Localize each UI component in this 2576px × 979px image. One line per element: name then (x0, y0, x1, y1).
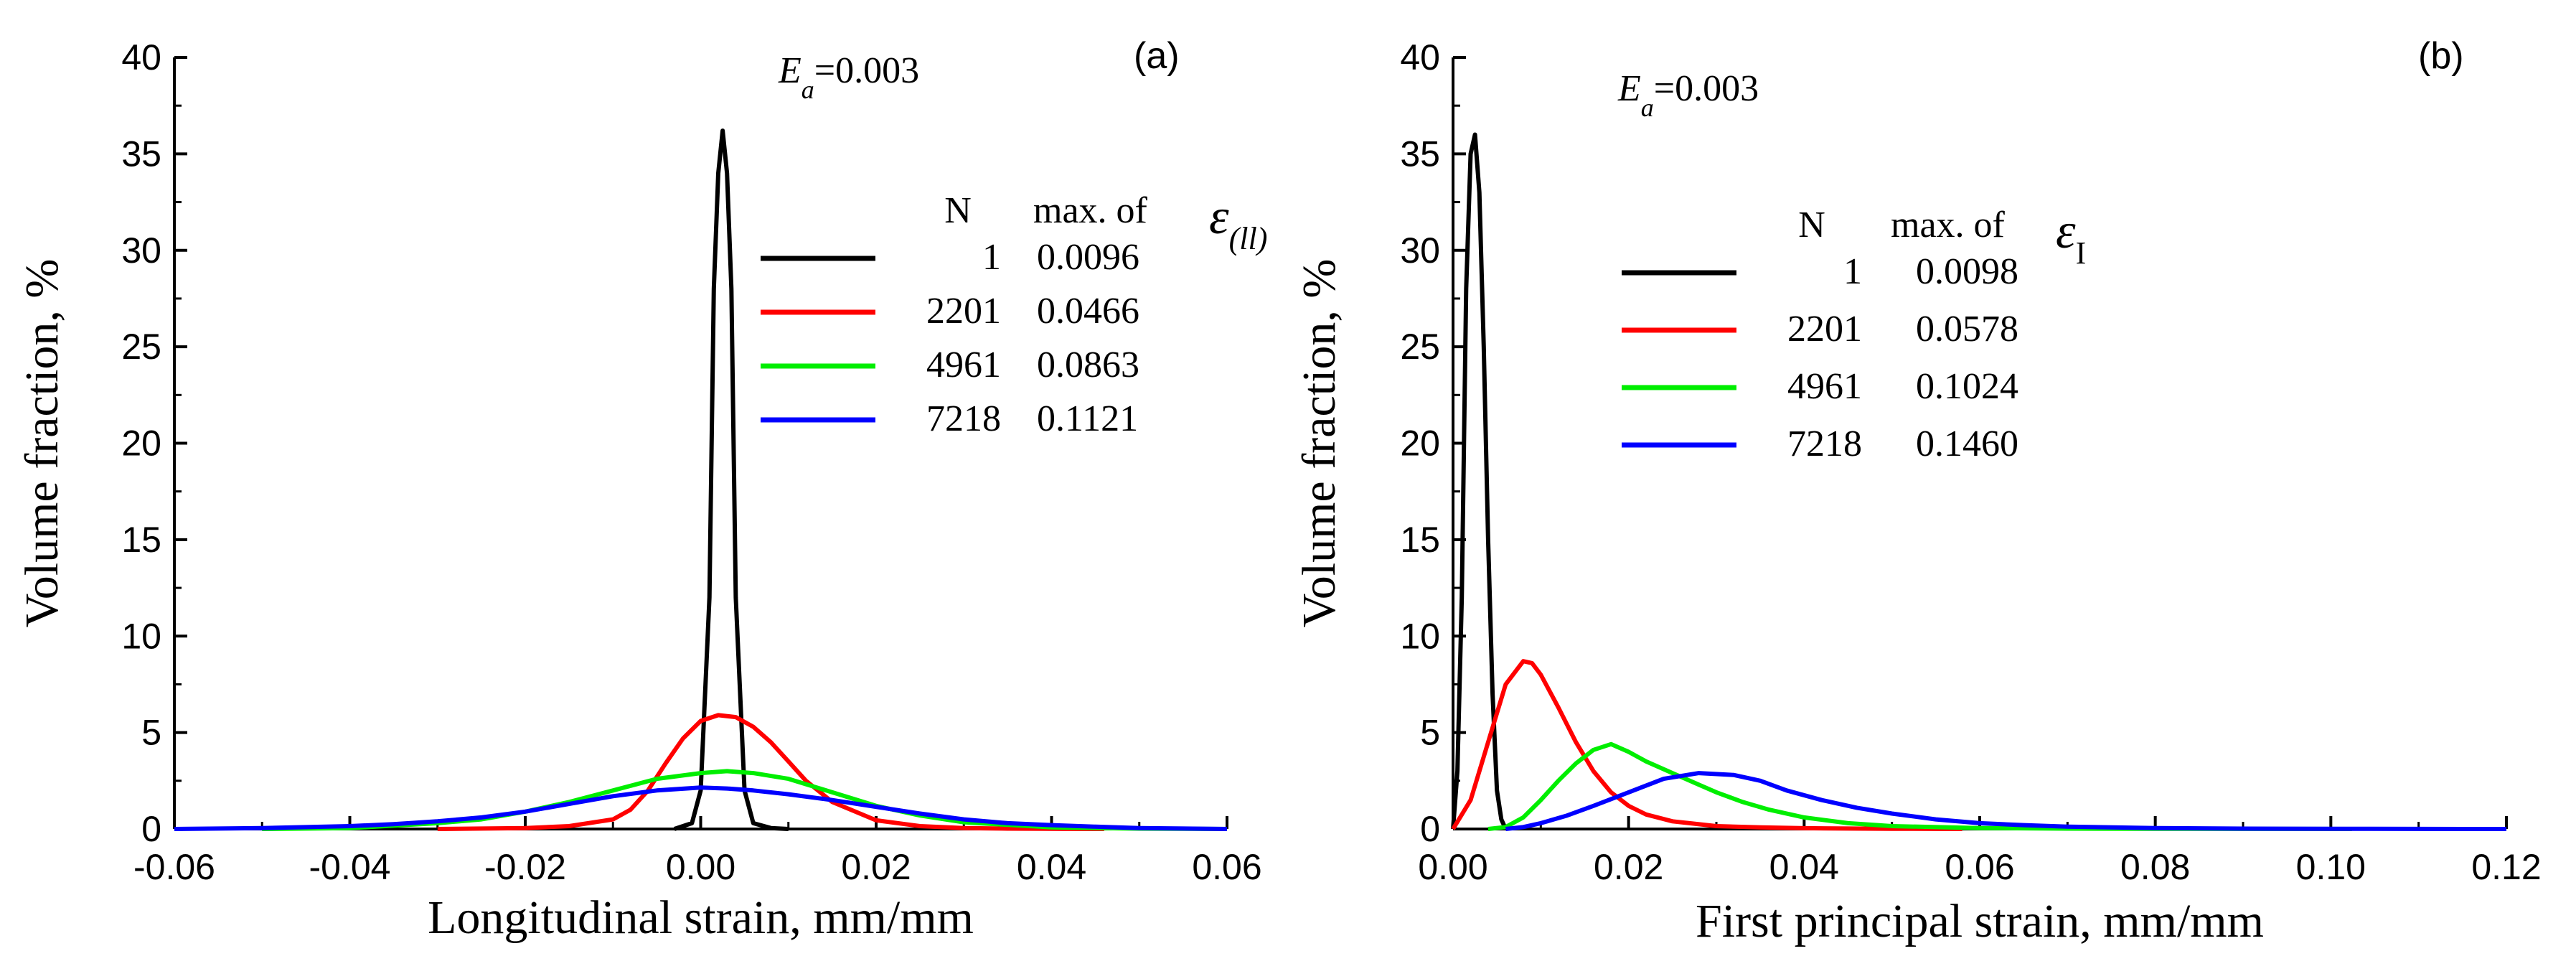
epsilon-symbol: ε (1209, 189, 1229, 245)
legend-header-epsilon: ε(ll) (1209, 189, 1267, 256)
y-tick-label: 25 (1400, 327, 1440, 367)
x-tick-label: 0.06 (1945, 847, 2014, 887)
legend-n-7218: 7218 (1787, 423, 1862, 464)
x-axis-title: First principal strain, mm/mm (1696, 895, 2264, 947)
x-tick-label: -0.02 (484, 847, 566, 887)
y-tick-label: 15 (121, 520, 161, 560)
y-tick-label: 35 (121, 134, 161, 174)
epsilon-symbol: ε (2056, 204, 2076, 259)
series-line-1 (673, 128, 789, 831)
legend-n-7218: 7218 (926, 398, 1001, 439)
y-tick-label: 15 (1400, 520, 1440, 560)
legend-n-1: 1 (1843, 251, 1862, 292)
legend-n-2201: 2201 (1787, 309, 1862, 350)
annotation-subscript: a (1641, 93, 1654, 122)
legend-max-7218: 0.1460 (1916, 423, 2018, 464)
series-line-2201 (1451, 659, 1962, 831)
epsilon-subscript: (ll) (1229, 221, 1268, 256)
series-line-1 (1451, 132, 1508, 830)
x-tick-label: 0.00 (1418, 847, 1487, 887)
y-tick-label: 40 (121, 37, 161, 78)
x-tick-label: 0.02 (1594, 847, 1663, 887)
x-tick-label: 0.02 (841, 847, 911, 887)
x-tick-label: -0.06 (133, 847, 215, 887)
series-line-7218 (1505, 771, 2507, 831)
legend-max-4961: 0.0863 (1037, 345, 1139, 385)
strain-amplitude-annotation: Ea=0.003 (778, 50, 919, 104)
legend-max-1: 0.0098 (1916, 251, 2018, 292)
legend-header-max: max. of (1891, 205, 2006, 245)
strain-amplitude-annotation: Ea=0.003 (1617, 68, 1759, 122)
chart-b: 0 5 10 15 20 25 30 35 40 0.00 0.02 0.04 0.06 0.08 0.10… (1293, 35, 2542, 947)
legend-max-1: 0.0096 (1037, 237, 1139, 278)
annotation-value: =0.003 (1654, 68, 1759, 109)
y-tick-label: 10 (121, 616, 161, 656)
annotation-value: =0.003 (814, 50, 919, 91)
legend-max-2201: 0.0466 (1037, 291, 1139, 332)
y-tick-label: 35 (1400, 134, 1440, 174)
x-tick-label: 0.04 (1017, 847, 1086, 887)
x-tick-label: 0.08 (2120, 847, 2190, 887)
y-tick-label: 5 (1420, 713, 1440, 753)
series-line-7218 (174, 785, 1228, 831)
legend-n-4961: 4961 (1787, 366, 1862, 407)
y-tick-label: 5 (141, 713, 161, 753)
x-tick-label: 0.10 (2296, 847, 2366, 887)
y-tick-label: 0 (1420, 809, 1440, 849)
legend-header-n: N (944, 190, 972, 231)
series-line-4961 (1487, 741, 2352, 831)
annotation-symbol: E (778, 50, 802, 91)
y-tick-label: 10 (1400, 616, 1440, 656)
y-tick-label: 30 (121, 230, 161, 271)
legend-max-7218: 0.1121 (1037, 398, 1138, 439)
legend-header-epsilon: εI (2056, 204, 2086, 271)
y-tick-label: 20 (121, 423, 161, 464)
chart-a: 0 5 10 15 20 25 30 35 40 -0.06 -0.04 -0.02 0.00 0.02 0… (16, 35, 1267, 944)
annotation-symbol: E (1617, 68, 1641, 109)
x-tick-label: -0.04 (309, 847, 391, 887)
y-axis-title: Volume fraction, % (1293, 259, 1345, 628)
series-line-2201 (437, 713, 1104, 831)
panel-label: (a) (1134, 35, 1180, 77)
legend-n-1: 1 (982, 237, 1001, 278)
legend-header-max: max. of (1033, 190, 1148, 231)
legend-n-4961: 4961 (926, 345, 1001, 385)
x-tick-label: 0.04 (1769, 847, 1839, 887)
y-tick-label: 20 (1400, 423, 1440, 464)
y-tick-label: 40 (1400, 37, 1440, 78)
annotation-subscript: a (802, 75, 814, 104)
legend-header-n: N (1798, 205, 1825, 245)
legend-max-2201: 0.0578 (1916, 309, 2018, 350)
x-tick-label: 0.12 (2471, 847, 2541, 887)
epsilon-subscript: I (2076, 235, 2087, 271)
y-tick-label: 0 (141, 809, 161, 849)
y-tick-label: 25 (121, 327, 161, 367)
panel-label: (b) (2418, 35, 2464, 77)
x-tick-label: 0.00 (666, 847, 735, 887)
y-tick-label: 30 (1400, 230, 1440, 271)
legend-max-4961: 0.1024 (1916, 366, 2018, 407)
x-tick-label: 0.06 (1192, 847, 1261, 887)
legend-n-2201: 2201 (926, 291, 1001, 332)
x-axis-title: Longitudinal strain, mm/mm (428, 891, 974, 944)
y-axis-title: Volume fraction, % (16, 259, 68, 628)
